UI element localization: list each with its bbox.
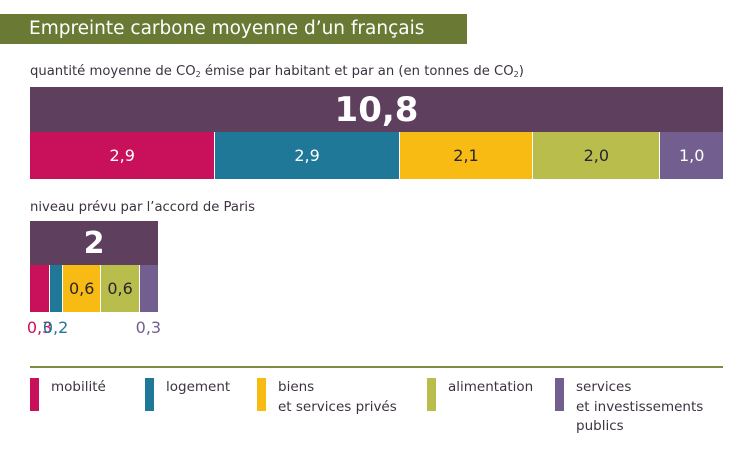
current-bar-mobilite: 2,9 bbox=[30, 132, 215, 179]
legend-label-line: et investissements bbox=[576, 398, 704, 415]
legend-swatch-biens bbox=[257, 378, 266, 411]
current-bar-biens-et-services-prives: 2,1 bbox=[398, 132, 533, 179]
paris-value-label-services-et-investissements-publics: 0,3 bbox=[135, 318, 162, 337]
paris-bar-biens-et-services-prives: 0,6 bbox=[62, 265, 101, 312]
legend-label-line: publics bbox=[576, 418, 624, 434]
subtitle-subscript-1: 2 bbox=[195, 70, 201, 79]
current-bar-alimentation: 2,0 bbox=[532, 132, 660, 179]
current-value-label-biens-et-services-prives: 2,1 bbox=[453, 146, 479, 165]
legend-label-line: logement bbox=[166, 379, 231, 395]
subtitle-subscript-2: 2 bbox=[513, 70, 519, 79]
legend-label-logement: logement bbox=[166, 378, 230, 411]
legend-label-line: biens bbox=[278, 379, 315, 395]
subtitle-part-3: ) bbox=[518, 64, 524, 79]
paris-bar-logement bbox=[49, 265, 62, 312]
paris-bar-services-et-investissements-publics bbox=[138, 265, 158, 312]
paris-value-label-alimentation: 0,6 bbox=[107, 279, 133, 298]
legend-item-logement: logement bbox=[145, 378, 230, 411]
legend-swatch-services bbox=[555, 378, 564, 411]
legend-label-mobilite: mobilité bbox=[51, 378, 106, 411]
legend-item-services: services et investissements publics bbox=[555, 378, 703, 437]
current-bar-services-et-investissements-publics: 1,0 bbox=[659, 132, 723, 179]
paris-total-label: 2 bbox=[83, 225, 105, 261]
legend-item-biens: biens et services privés bbox=[257, 378, 397, 417]
paris-chart-label: niveau prévu par l’accord de Paris bbox=[30, 200, 255, 215]
legend-swatch-mobilite bbox=[30, 378, 39, 411]
legend-label-line: services bbox=[576, 379, 632, 395]
legend-swatch-alimentation bbox=[427, 378, 436, 411]
paris-total-bar: 2 bbox=[30, 221, 158, 265]
current-value-label-logement: 2,9 bbox=[294, 146, 320, 165]
legend-label-line: et services privés bbox=[278, 398, 397, 415]
legend-divider bbox=[30, 366, 723, 368]
legend-label-services: services et investissements publics bbox=[576, 378, 703, 437]
legend-label-line: mobilité bbox=[51, 379, 106, 395]
legend-label-line: alimentation bbox=[448, 379, 534, 395]
current-total-bar: 10,8 bbox=[30, 87, 723, 132]
paris-value-label-mobilite: 0,3 bbox=[26, 318, 53, 337]
paris-value-label-logement: 0,2 bbox=[42, 318, 69, 337]
legend-label-biens: biens et services privés bbox=[278, 378, 397, 417]
subtitle-part-1: quantité moyenne de CO bbox=[30, 64, 196, 79]
current-value-label-mobilite: 2,9 bbox=[109, 146, 135, 165]
legend-item-mobilite: mobilité bbox=[30, 378, 106, 411]
paris-bar-alimentation: 0,6 bbox=[100, 265, 139, 312]
legend-swatch-logement bbox=[145, 378, 154, 411]
paris-bar-mobilite bbox=[30, 265, 50, 312]
legend-label-alimentation: alimentation bbox=[448, 378, 533, 411]
current-value-label-alimentation: 2,0 bbox=[583, 146, 610, 165]
paris-value-label-biens-et-services-prives: 0,6 bbox=[68, 279, 95, 298]
subtitle-part-2: émise par habitant et par an (en tonnes … bbox=[200, 64, 514, 79]
legend-item-alimentation: alimentation bbox=[427, 378, 533, 411]
current-chart-subtitle: quantité moyenne de CO2 émise par habita… bbox=[30, 64, 524, 79]
chart-title: Empreinte carbone moyenne d’un français bbox=[0, 14, 467, 44]
current-value-label-services-et-investissements-publics: 1,0 bbox=[678, 146, 705, 165]
current-total-label: 10,8 bbox=[334, 89, 419, 130]
current-bar-logement: 2,9 bbox=[214, 132, 399, 179]
